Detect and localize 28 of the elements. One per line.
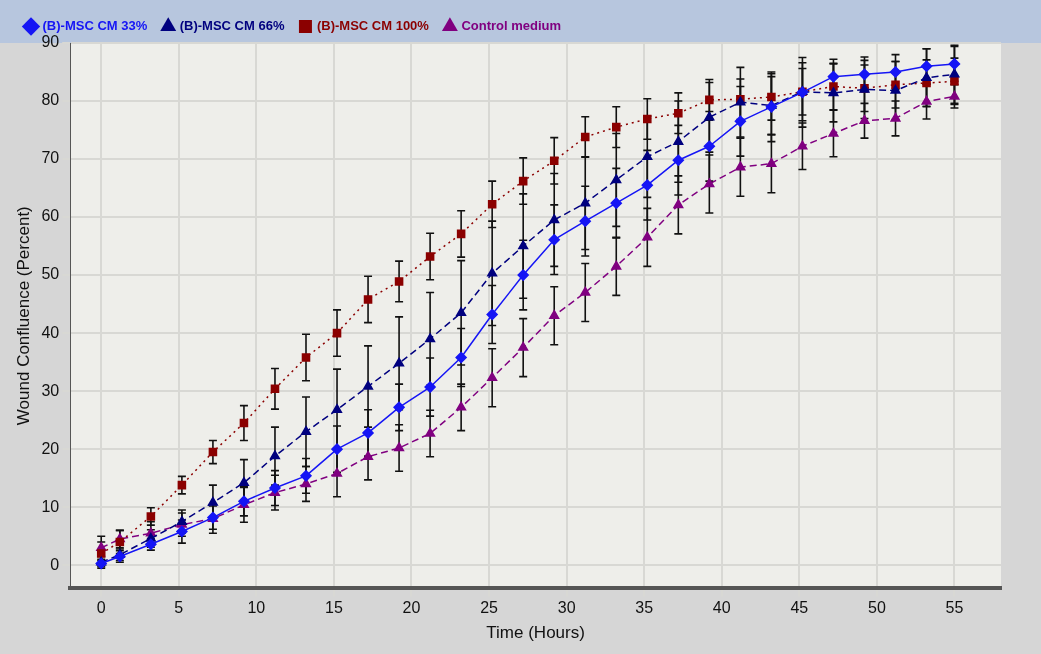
y-tick-label: 70	[41, 149, 60, 167]
y-tick-label: 30	[41, 381, 60, 399]
x-tick-label: 15	[325, 599, 343, 617]
x-tick-label: 55	[945, 599, 964, 617]
y-tick-label: 40	[41, 323, 60, 341]
y-tick-label: 80	[41, 91, 60, 109]
x-tick-label: 40	[712, 599, 731, 617]
x-tick-label: 20	[402, 599, 421, 617]
x-tick-label: 10	[247, 599, 266, 617]
x-tick-label: 5	[174, 599, 184, 617]
x-tick-label: 35	[635, 599, 654, 617]
y-tick-label: 50	[41, 265, 60, 283]
y-tick-label: 90	[41, 33, 60, 51]
y-axis-title: Wound Confluence (Percent)	[13, 206, 33, 426]
legend-label: Control medium	[461, 18, 562, 34]
y-tick-label: 20	[41, 439, 60, 457]
legend-label: (B)-MSC CM 100%	[316, 18, 430, 34]
x-tick-label: 45	[790, 599, 809, 617]
legend-label: (B)-MSC CM 66%	[179, 18, 285, 34]
y-tick-label: 10	[41, 497, 60, 515]
x-tick-label: 50	[867, 599, 886, 617]
x-tick-label: 25	[480, 599, 499, 617]
y-tick-label: 0	[50, 555, 60, 573]
x-tick-label: 30	[557, 599, 576, 617]
x-axis-title: Time (Hours)	[486, 623, 585, 643]
x-tick-label: 0	[96, 599, 106, 617]
legend-label: (B)-MSC CM 33%	[42, 18, 148, 34]
y-tick-label: 60	[41, 207, 60, 225]
